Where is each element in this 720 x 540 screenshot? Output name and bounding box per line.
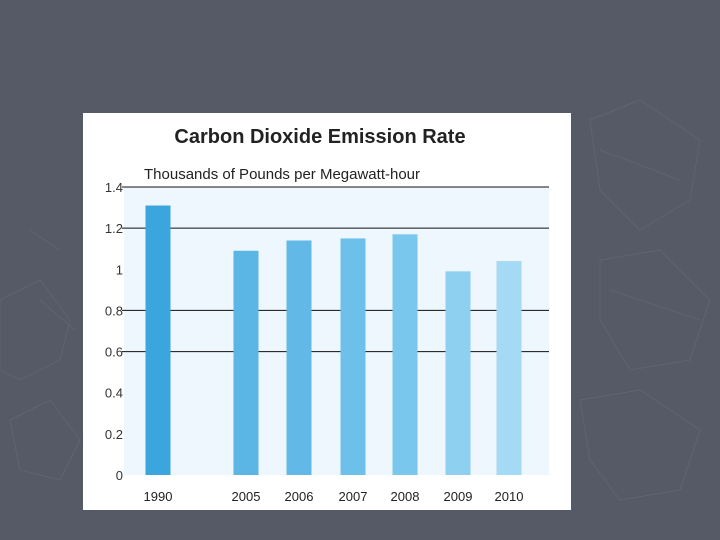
bar-2005 — [233, 250, 259, 475]
y-tick-label: 1.2 — [105, 221, 123, 236]
x-tick-label: 2005 — [232, 489, 261, 504]
y-axis-ticks: 0 0.2 0.4 0.6 0.8 1 1.2 1.4 — [105, 180, 123, 483]
bar-2010 — [496, 261, 522, 475]
x-axis-labels: 1990 2005 2006 2007 2008 2009 2010 — [144, 489, 524, 504]
chart: Carbon Dioxide Emission Rate Thousands o… — [83, 113, 571, 510]
y-tick-label: 1 — [116, 262, 123, 277]
y-tick-label: 1.4 — [105, 180, 123, 195]
bar-2007 — [340, 238, 366, 475]
gridlines — [122, 186, 549, 353]
bar-2008 — [392, 234, 418, 475]
chart-title: Carbon Dioxide Emission Rate — [174, 126, 465, 148]
bar-1990 — [145, 205, 171, 475]
x-tick-label: 2007 — [339, 489, 368, 504]
plot-area — [124, 187, 549, 475]
y-tick-label: 0.2 — [105, 427, 123, 442]
y-tick-label: 0.4 — [105, 386, 123, 401]
y-tick-label: 0.8 — [105, 303, 123, 318]
bar-2006 — [286, 240, 312, 475]
chart-subtitle: Thousands of Pounds per Megawatt-hour — [144, 166, 420, 183]
x-tick-label: 2009 — [444, 489, 473, 504]
x-tick-label: 2010 — [495, 489, 524, 504]
bar-2009 — [445, 271, 471, 475]
x-tick-label: 2008 — [391, 489, 420, 504]
x-tick-label: 2006 — [285, 489, 314, 504]
y-tick-label: 0.6 — [105, 345, 123, 360]
y-tick-label: 0 — [116, 468, 123, 483]
x-tick-label: 1990 — [144, 489, 173, 504]
bars — [145, 205, 522, 475]
